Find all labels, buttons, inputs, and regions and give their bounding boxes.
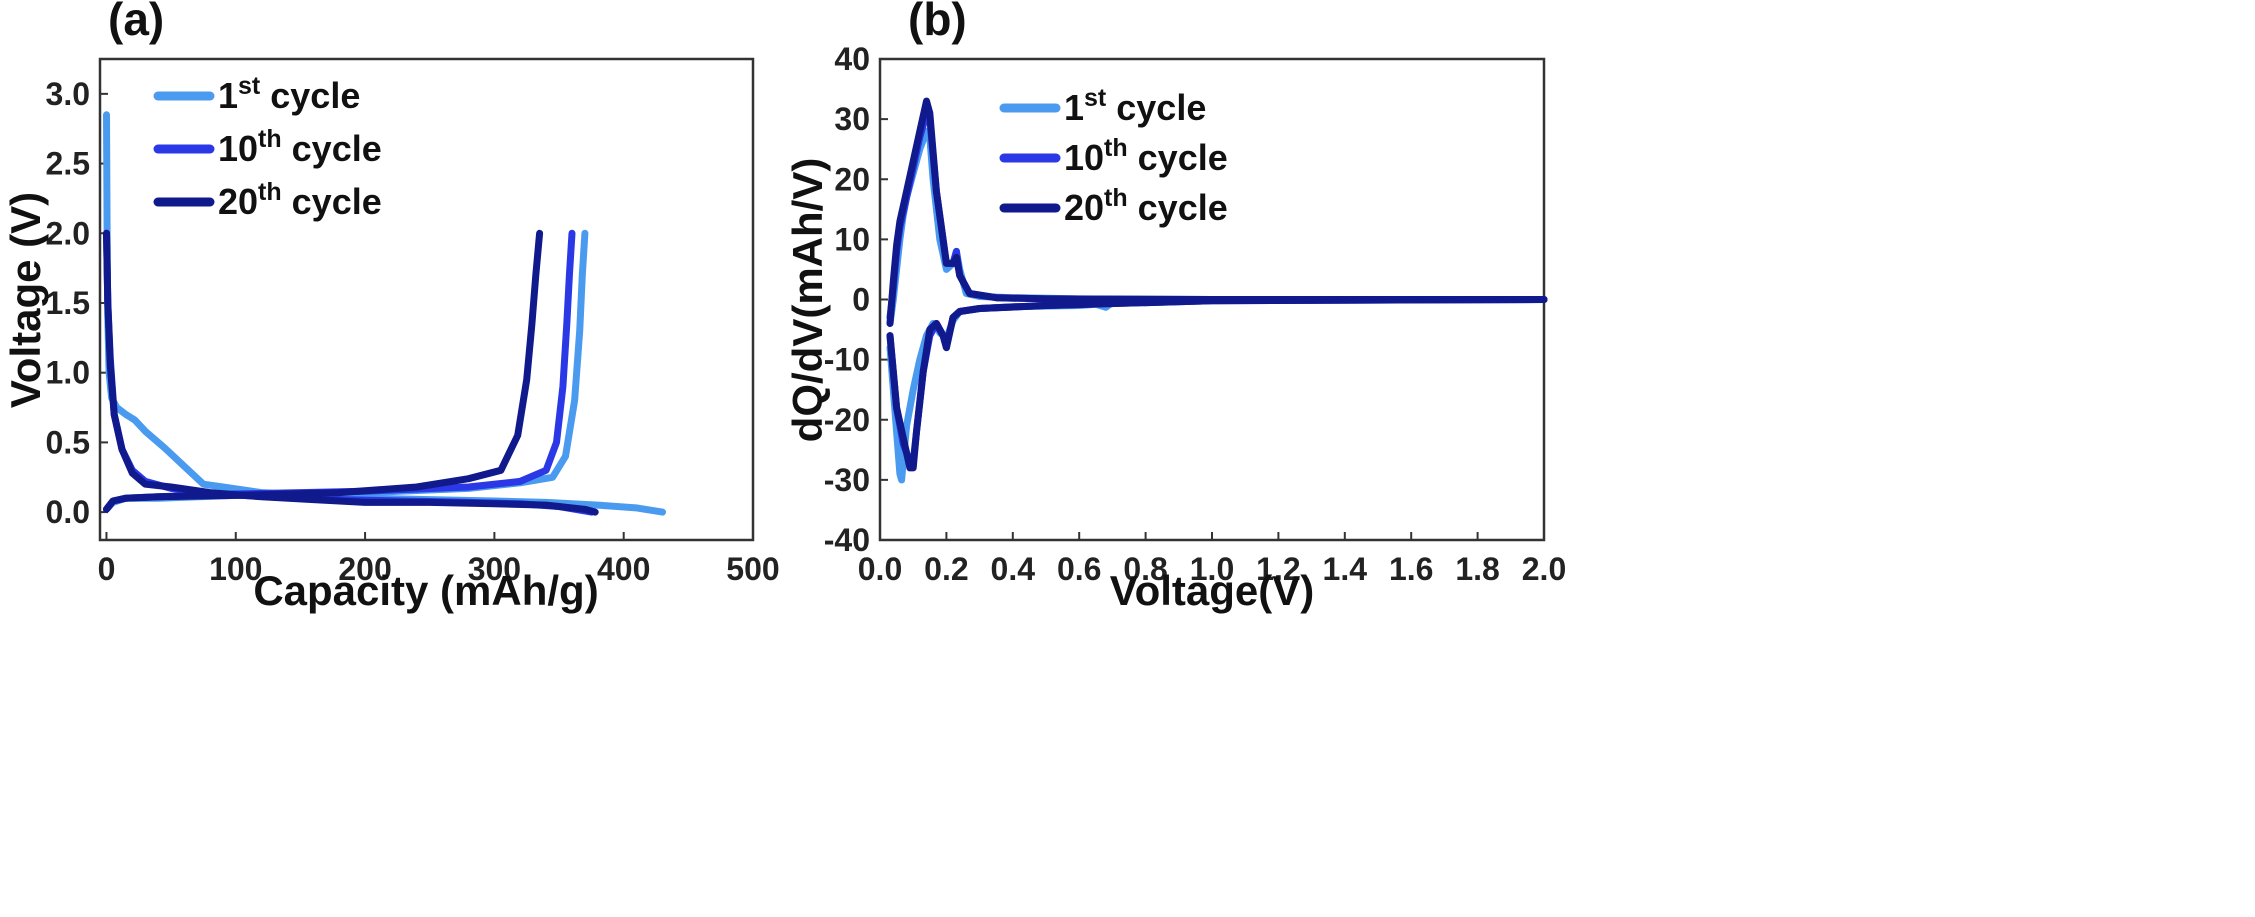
x-tick-label: 1.2	[1256, 551, 1300, 587]
legend-label-base: 1	[1064, 87, 1084, 128]
legend-label-base: 20	[218, 181, 258, 222]
panel-b-series	[886, 97, 1548, 484]
x-tick-label: 0.2	[924, 551, 968, 587]
x-tick-label: 500	[726, 551, 779, 587]
x-tick-label: 0.6	[1057, 551, 1101, 587]
x-tick-label: 2.0	[1522, 551, 1566, 587]
panel-a-label: (a)	[108, 0, 164, 45]
legend-label-superscript: th	[1104, 184, 1128, 212]
panel-b-y-ticks: -40 -30 -20 -10 0 10 20 30 40	[824, 41, 888, 558]
legend-label: 1st cycle	[218, 72, 360, 116]
panel-a: (a) 0 100 200 300 400 500 0.0 0.5 1.0 1.5 2.0 2.5 3…	[2, 0, 780, 614]
panel-b-label: (b)	[908, 0, 967, 45]
legend-label-suffix: cycle	[1128, 187, 1228, 228]
x-tick-label: 1.4	[1323, 551, 1368, 587]
panel-b-x-ticks: 0.0 0.2 0.4 0.6 0.8 1.0 1.2 1.4 1.6 1.8 2.0	[858, 532, 1566, 587]
legend-label-superscript: th	[1104, 134, 1128, 162]
legend-label-superscript: st	[238, 72, 261, 100]
legend-label: 10th cycle	[218, 125, 382, 169]
x-tick-label: 300	[468, 551, 521, 587]
y-tick-label: -20	[824, 402, 870, 438]
legend-label-base: 1	[218, 75, 238, 116]
panel-a-series	[103, 111, 666, 516]
series-line-2	[886, 296, 1548, 466]
y-tick-label: 40	[834, 41, 870, 77]
legend-label-base: 10	[218, 128, 258, 169]
x-tick-label: 1.6	[1389, 551, 1433, 587]
x-tick-label: 1.8	[1455, 551, 1499, 587]
y-tick-label: -40	[824, 522, 870, 558]
legend-label-base: 10	[1064, 137, 1104, 178]
series-line-3	[103, 229, 599, 516]
legend-label-suffix: cycle	[260, 75, 360, 116]
y-tick-label: 0.0	[46, 494, 90, 530]
legend-label-suffix: cycle	[282, 181, 382, 222]
legend-label: 1st cycle	[1064, 84, 1206, 128]
legend-label-superscript: th	[258, 178, 282, 206]
series-line-3	[103, 229, 544, 513]
series-line-3	[886, 296, 1548, 472]
panel-b: (b) 0.0 0.2 0.4 0.6 0.8 1.0 1.2 1.4 1.6 1.8 2.0 -4…	[784, 0, 1566, 614]
legend-label: 20th cycle	[1064, 184, 1228, 228]
series-line-1	[103, 229, 589, 513]
y-tick-label: 10	[834, 221, 870, 257]
x-tick-label: 100	[209, 551, 262, 587]
panel-a-x-ticks: 0 100 200 300 400 500	[98, 532, 780, 587]
y-tick-label: 1.5	[46, 285, 90, 321]
series-line-1	[886, 296, 1548, 484]
panel-b-y-axis-title: dQ/dV(mAh/V)	[784, 158, 831, 443]
y-tick-label: 3.0	[46, 76, 90, 112]
x-tick-label: 1.0	[1190, 551, 1234, 587]
panel-a-frame	[98, 57, 755, 542]
legend-label-suffix: cycle	[1128, 137, 1228, 178]
y-tick-label: 2.5	[46, 146, 90, 182]
y-tick-label: 1.0	[46, 355, 90, 391]
panel-a-y-axis-title: Voltage (V)	[2, 192, 49, 408]
x-tick-label: 0.0	[858, 551, 902, 587]
panel-a-y-ticks: 0.0 0.5 1.0 1.5 2.0 2.5 3.0	[46, 76, 108, 530]
panel-a-x-axis-title: Capacity (mAh/g)	[253, 567, 598, 614]
legend-label: 10th cycle	[1064, 134, 1228, 178]
legend-label-suffix: cycle	[1106, 87, 1206, 128]
y-tick-label: 30	[834, 101, 870, 137]
x-tick-label: 0.4	[991, 551, 1036, 587]
x-tick-label: 400	[597, 551, 650, 587]
panel-b-x-axis-title: Voltage(V)	[1110, 567, 1315, 614]
y-tick-label: 20	[834, 161, 870, 197]
series-line-2	[103, 229, 595, 516]
y-tick-label: 2.0	[46, 215, 90, 251]
legend-label-suffix: cycle	[282, 128, 382, 169]
x-tick-label: 200	[338, 551, 391, 587]
x-tick-label: 0.8	[1123, 551, 1167, 587]
y-tick-label: -30	[824, 462, 870, 498]
legend-label-superscript: th	[258, 125, 282, 153]
y-tick-label: 0.5	[46, 424, 90, 460]
legend-label-base: 20	[1064, 187, 1104, 228]
y-tick-label: 0	[852, 282, 870, 318]
series-line-3	[886, 97, 1548, 327]
x-tick-label: 0	[98, 551, 116, 587]
y-tick-label: -10	[824, 342, 870, 378]
legend-label-superscript: st	[1084, 84, 1107, 112]
legend-label: 20th cycle	[218, 178, 382, 222]
